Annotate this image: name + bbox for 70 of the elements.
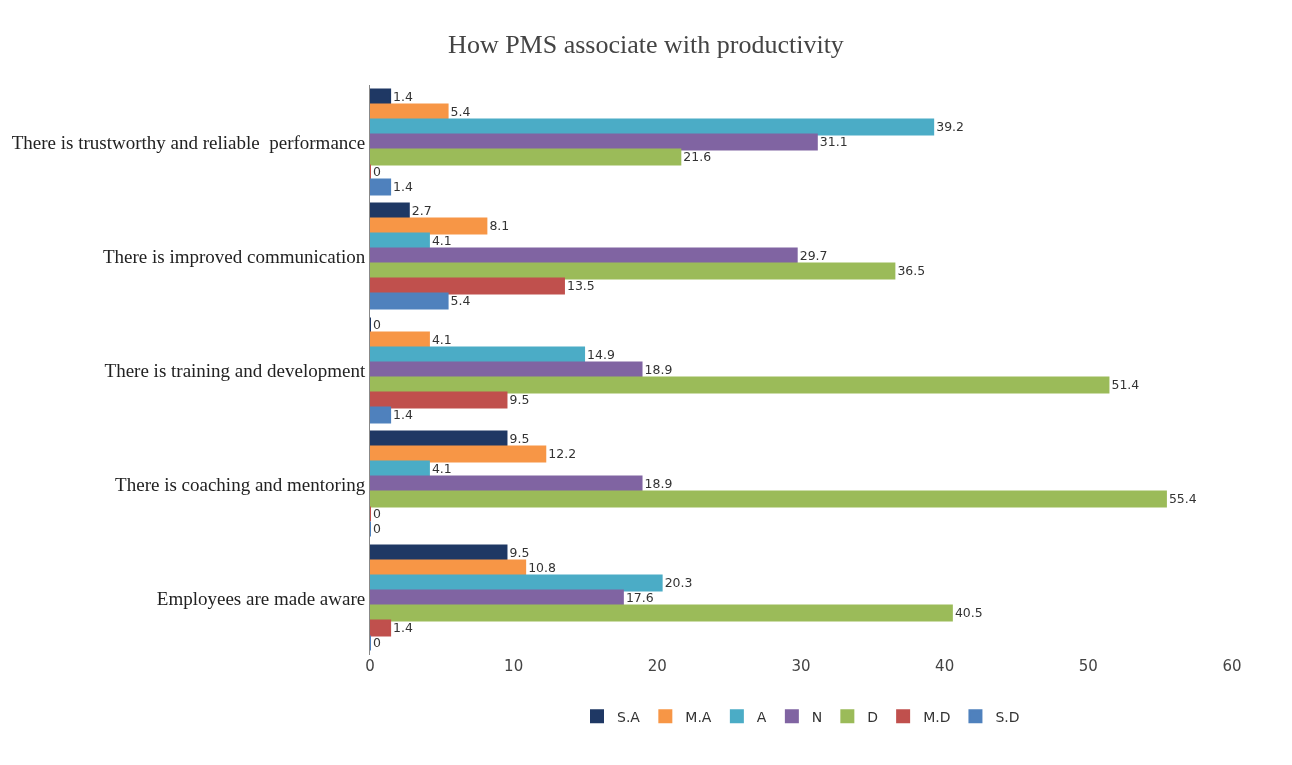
- data-label: 9.5: [509, 545, 530, 561]
- legend-label: M.A: [685, 708, 712, 725]
- y-tick-label: There is improved communication: [102, 245, 366, 267]
- data-label: 1.4: [393, 407, 414, 423]
- data-label: 51.4: [1111, 377, 1140, 393]
- x-tick-label: 30: [791, 657, 811, 675]
- bar: [370, 574, 663, 592]
- data-label: 18.9: [644, 362, 673, 378]
- legend-label: S.A: [617, 708, 641, 725]
- bar: [370, 217, 488, 235]
- legend-label: S.D: [995, 708, 1020, 725]
- x-tick-label: 40: [935, 657, 955, 675]
- bar: [370, 376, 1110, 394]
- data-label: 40.5: [954, 605, 983, 621]
- bar: [370, 490, 1167, 508]
- legend-label: N: [811, 708, 823, 725]
- bar: [370, 445, 547, 463]
- legend-label: D: [867, 708, 879, 725]
- legend-label: M.D: [923, 708, 951, 725]
- data-label: 18.9: [644, 476, 673, 492]
- bar: [370, 292, 449, 310]
- chart-title: How PMS associate with productivity: [448, 29, 844, 59]
- data-label: 0: [373, 521, 381, 537]
- data-label: 9.5: [509, 431, 530, 447]
- data-label: 4.1: [431, 332, 452, 348]
- data-label: 0: [373, 317, 381, 333]
- data-label: 17.6: [625, 590, 654, 606]
- data-label: 1.4: [393, 179, 414, 195]
- bar: [370, 406, 392, 424]
- data-label: 0: [373, 635, 381, 651]
- data-label: 55.4: [1168, 491, 1197, 507]
- data-label: 39.2: [936, 119, 964, 135]
- bar: [370, 391, 508, 409]
- bar: [370, 277, 565, 295]
- bar: [370, 604, 953, 622]
- x-tick-label: 20: [647, 657, 667, 675]
- data-label: 20.3: [664, 575, 693, 591]
- y-tick-label: Employees are made aware: [156, 587, 366, 609]
- data-label: 5.4: [450, 104, 471, 120]
- data-label: 0: [373, 164, 381, 180]
- data-label: 1.4: [393, 620, 414, 636]
- data-label: 21.6: [683, 149, 712, 165]
- data-label: 29.7: [799, 248, 828, 264]
- bar: [370, 619, 392, 637]
- bar: [370, 118, 935, 136]
- data-label: 13.5: [566, 278, 595, 294]
- y-tick-label: There is training and development: [104, 359, 366, 381]
- y-tick-label: There is coaching and mentoring: [115, 473, 366, 495]
- x-tick-label: 50: [1078, 657, 1098, 675]
- data-label: 5.4: [450, 293, 471, 309]
- data-label: 1.4: [393, 89, 414, 105]
- data-label: 0: [373, 506, 381, 522]
- data-label: 2.7: [411, 203, 432, 219]
- y-tick-label: There is trustworthy and reliable performance: [11, 131, 366, 153]
- bar: [370, 178, 392, 196]
- data-label: 12.2: [548, 446, 577, 462]
- bar: [370, 148, 682, 166]
- x-tick-label: 10: [504, 657, 524, 675]
- data-label: 10.8: [528, 560, 557, 576]
- data-label: 4.1: [431, 461, 452, 477]
- data-label: 31.1: [819, 134, 848, 150]
- data-label: 4.1: [431, 233, 452, 249]
- x-tick-label: 0: [365, 657, 375, 675]
- x-tick-label: 60: [1222, 657, 1242, 675]
- data-label: 36.5: [897, 263, 926, 279]
- legend-label: A: [756, 708, 767, 725]
- data-label: 8.1: [489, 218, 510, 234]
- bar: [370, 262, 896, 280]
- data-label: 9.5: [509, 392, 530, 408]
- data-label: 14.9: [587, 347, 615, 363]
